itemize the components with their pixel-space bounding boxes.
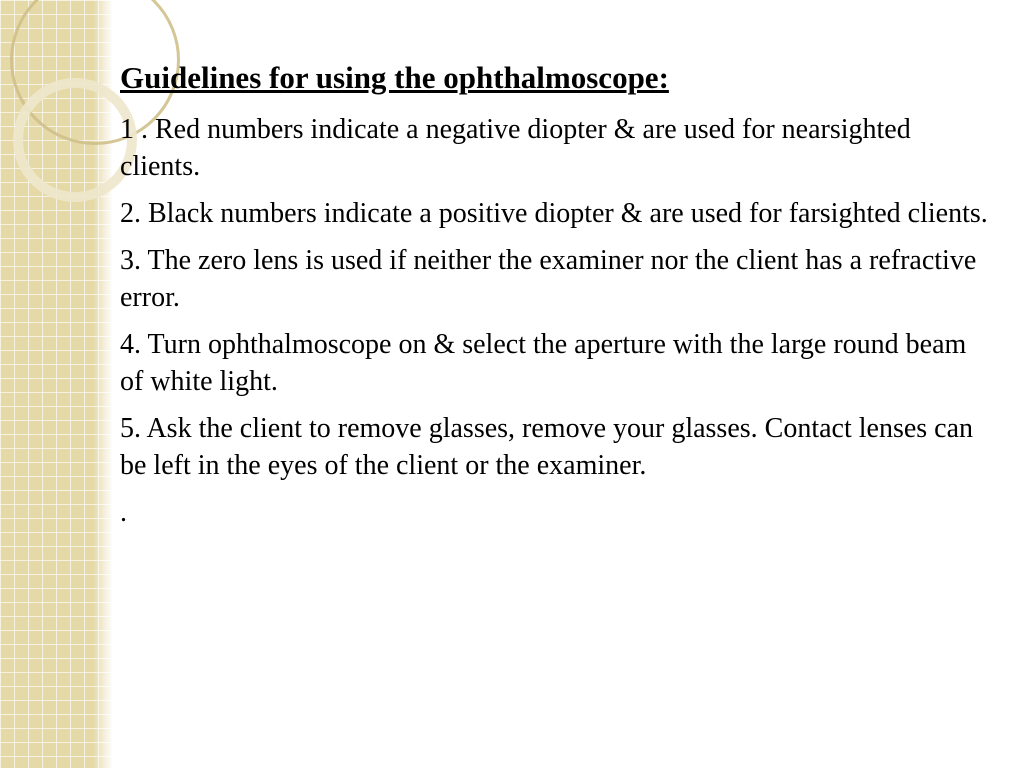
guideline-item: 2. Black numbers indicate a positive dio… bbox=[120, 196, 990, 233]
decorative-ring bbox=[13, 78, 137, 202]
guideline-item: 5. Ask the client to remove glasses, rem… bbox=[120, 411, 990, 485]
slide-content: Guidelines for using the ophthalmoscope:… bbox=[120, 60, 990, 542]
guideline-item: 1 . Red numbers indicate a negative diop… bbox=[120, 112, 990, 186]
slide-title: Guidelines for using the ophthalmoscope: bbox=[120, 60, 990, 96]
guideline-item: 4. Turn ophthalmoscope on & select the a… bbox=[120, 327, 990, 401]
guideline-list: 1 . Red numbers indicate a negative diop… bbox=[120, 112, 990, 532]
guideline-item: 3. The zero lens is used if neither the … bbox=[120, 243, 990, 317]
guideline-item: . bbox=[120, 495, 990, 532]
